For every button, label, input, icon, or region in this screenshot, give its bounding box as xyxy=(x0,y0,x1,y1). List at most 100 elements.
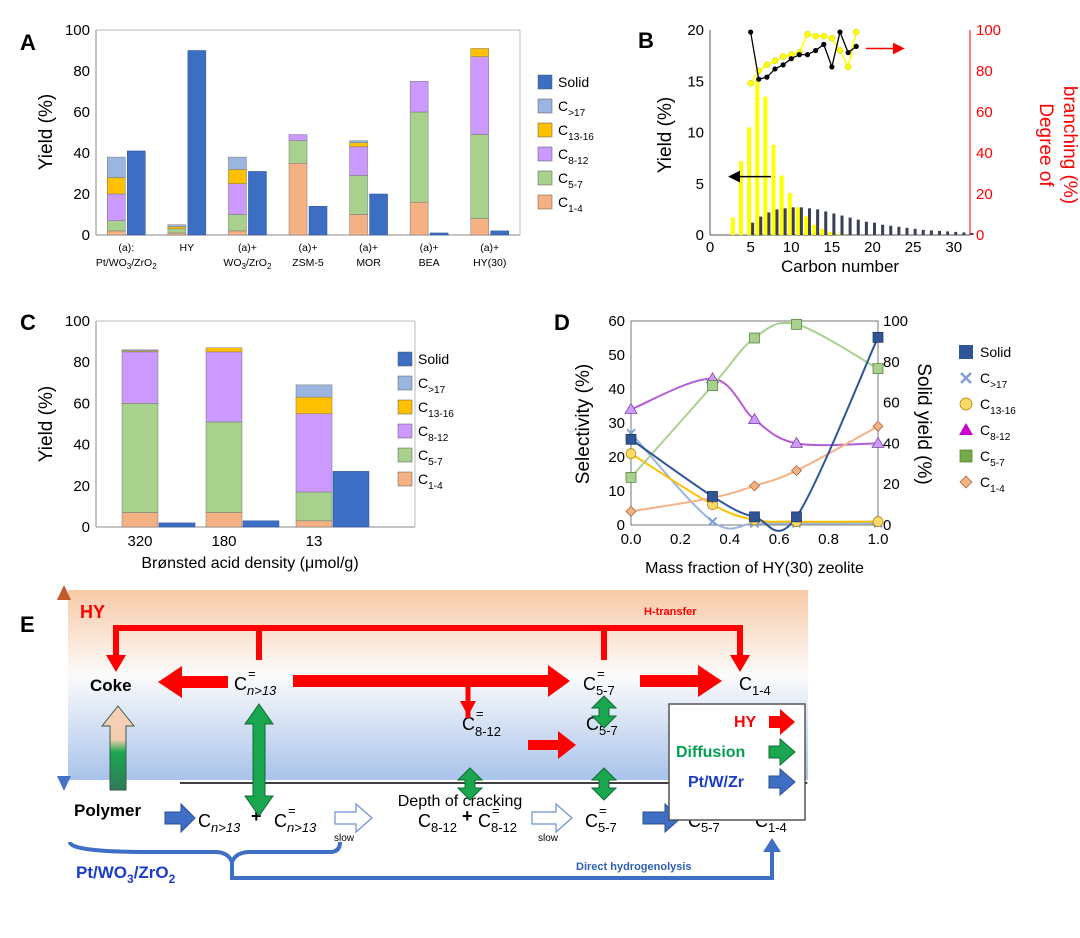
panel-label-a: A xyxy=(20,30,36,55)
bar-c17 xyxy=(121,349,159,352)
chart-a: 0 20 40 60 80 100 Yield (%) (a): Pt/WO3/ZrO2 HY (a… xyxy=(36,22,594,271)
h-transfer-head-left xyxy=(106,655,126,672)
bar-c57 xyxy=(409,111,429,203)
svg-text:=: = xyxy=(492,803,500,818)
y2-axis-label-line1: Degree of xyxy=(1035,103,1056,187)
bar-c812 xyxy=(205,351,243,423)
y2-tick-label: 20 xyxy=(976,186,993,203)
bar-c57 xyxy=(107,220,126,232)
y2-tick-label: 40 xyxy=(976,145,993,162)
y-tick-label: 10 xyxy=(687,125,704,142)
y-tick-label: 60 xyxy=(73,395,90,412)
bar-dark xyxy=(921,229,925,235)
svg-text:C: C xyxy=(274,811,287,831)
arrow-slow-1 xyxy=(334,802,373,834)
y-tick-label: 50 xyxy=(608,347,625,364)
bar-yellow xyxy=(804,216,808,235)
bar-c14 xyxy=(107,230,126,236)
direct-hydrogenolysis-head xyxy=(763,838,781,852)
svg-text:n>13: n>13 xyxy=(287,820,317,835)
bar-c14 xyxy=(409,201,429,236)
legend-label-c14: C1-4 xyxy=(980,474,1005,495)
y-tick-label: 5 xyxy=(696,176,704,193)
branching-point-yellow xyxy=(763,61,771,69)
marker-c57 xyxy=(872,363,884,374)
arrow-to-coke xyxy=(158,666,228,698)
y2-tick-label: 20 xyxy=(883,476,900,493)
marker-c57 xyxy=(791,319,802,330)
bar-c812 xyxy=(107,193,126,221)
bar-c57 xyxy=(121,403,159,513)
x-tick-label: (a)+ xyxy=(238,242,257,254)
x-tick-label: 20 xyxy=(864,239,881,256)
svg-text:=: = xyxy=(597,666,605,681)
diffusion-arrow-2 xyxy=(590,695,618,729)
legend-label-c1316: C13-16 xyxy=(558,122,594,143)
branching-point-yellow xyxy=(779,53,787,60)
arrow-polymer-cracking xyxy=(164,802,196,834)
marker-c812 xyxy=(747,412,762,424)
bar-solid xyxy=(332,471,370,528)
bar-dark xyxy=(767,212,771,235)
x-tick-label: 13 xyxy=(306,533,323,550)
x-tick-label: 0.8 xyxy=(818,531,839,548)
branching-point-black xyxy=(845,49,851,56)
y2-tick-label: 100 xyxy=(976,22,1001,39)
bar-c14 xyxy=(288,163,308,236)
branching-point-black xyxy=(788,56,794,62)
y-axis-label: Yield (%) xyxy=(36,94,57,170)
bar-dark xyxy=(824,211,828,235)
arrow-slow-2 xyxy=(531,802,573,834)
marker-solid xyxy=(707,491,718,502)
panel-label-e: E xyxy=(20,612,35,637)
diffusion-arrow-3 xyxy=(590,767,618,801)
legend-marker-c17 xyxy=(960,372,972,384)
svg-text:5-7: 5-7 xyxy=(596,683,615,698)
y-axis-label: Yield (%) xyxy=(36,386,57,462)
bar-dark xyxy=(759,216,763,235)
marker-solid xyxy=(791,511,802,523)
bar-c57 xyxy=(349,175,368,215)
legend-swatch-solid xyxy=(397,351,413,367)
bar-c57 xyxy=(295,491,333,522)
marker-c1316 xyxy=(872,516,884,527)
chart-b: 0 5 10 15 20 0 20 40 60 80 100 0 5 10 15 20 25 30 Yield (%… xyxy=(655,22,1080,276)
svg-text:8-12: 8-12 xyxy=(491,820,517,835)
bar-dark xyxy=(808,208,811,235)
bar-dark xyxy=(832,213,836,235)
direct-hydrogenolysis-label: Direct hydrogenolysis xyxy=(576,861,692,873)
y-axis-label: Selectivity (%) xyxy=(573,364,594,484)
bar-c812 xyxy=(409,81,429,113)
legend-swatch-c812 xyxy=(537,146,553,162)
bar-c57 xyxy=(228,214,247,232)
legend-swatch-c1316 xyxy=(537,122,553,138)
bar-solid xyxy=(308,206,328,236)
marker-c57 xyxy=(749,332,760,344)
bar-solid xyxy=(242,520,280,528)
bar-c1316 xyxy=(349,142,368,148)
legend-swatch-c1316 xyxy=(397,399,413,415)
x-tick-label: 0 xyxy=(706,239,714,256)
x-tick-label: (a): xyxy=(118,242,134,254)
bar-yellow xyxy=(836,233,841,235)
marker-c57 xyxy=(707,380,718,391)
legend-hy-arrow xyxy=(769,709,795,735)
legend-swatch-c57 xyxy=(397,447,413,463)
svg-text:+: + xyxy=(462,806,473,826)
bar-dark xyxy=(799,207,803,235)
bar-solid xyxy=(490,230,509,236)
depth-label: Depth of cracking xyxy=(398,793,523,810)
y2-tick-label: 100 xyxy=(883,313,908,330)
bar-dark xyxy=(913,228,917,235)
x-tick-label: 0.0 xyxy=(621,531,642,548)
branching-point-yellow xyxy=(804,30,811,38)
bar-yellow xyxy=(779,175,784,235)
marker-c812 xyxy=(789,436,804,448)
arrow-c57-to-c14 xyxy=(640,665,722,697)
bar-dark xyxy=(954,231,958,235)
legend-label-c812: C8-12 xyxy=(418,423,449,444)
branching-point-yellow xyxy=(812,32,819,40)
legend-label-c57: C5-7 xyxy=(418,447,443,468)
slow-label-1: slow xyxy=(334,833,355,844)
x-tick-label: 320 xyxy=(127,533,152,550)
